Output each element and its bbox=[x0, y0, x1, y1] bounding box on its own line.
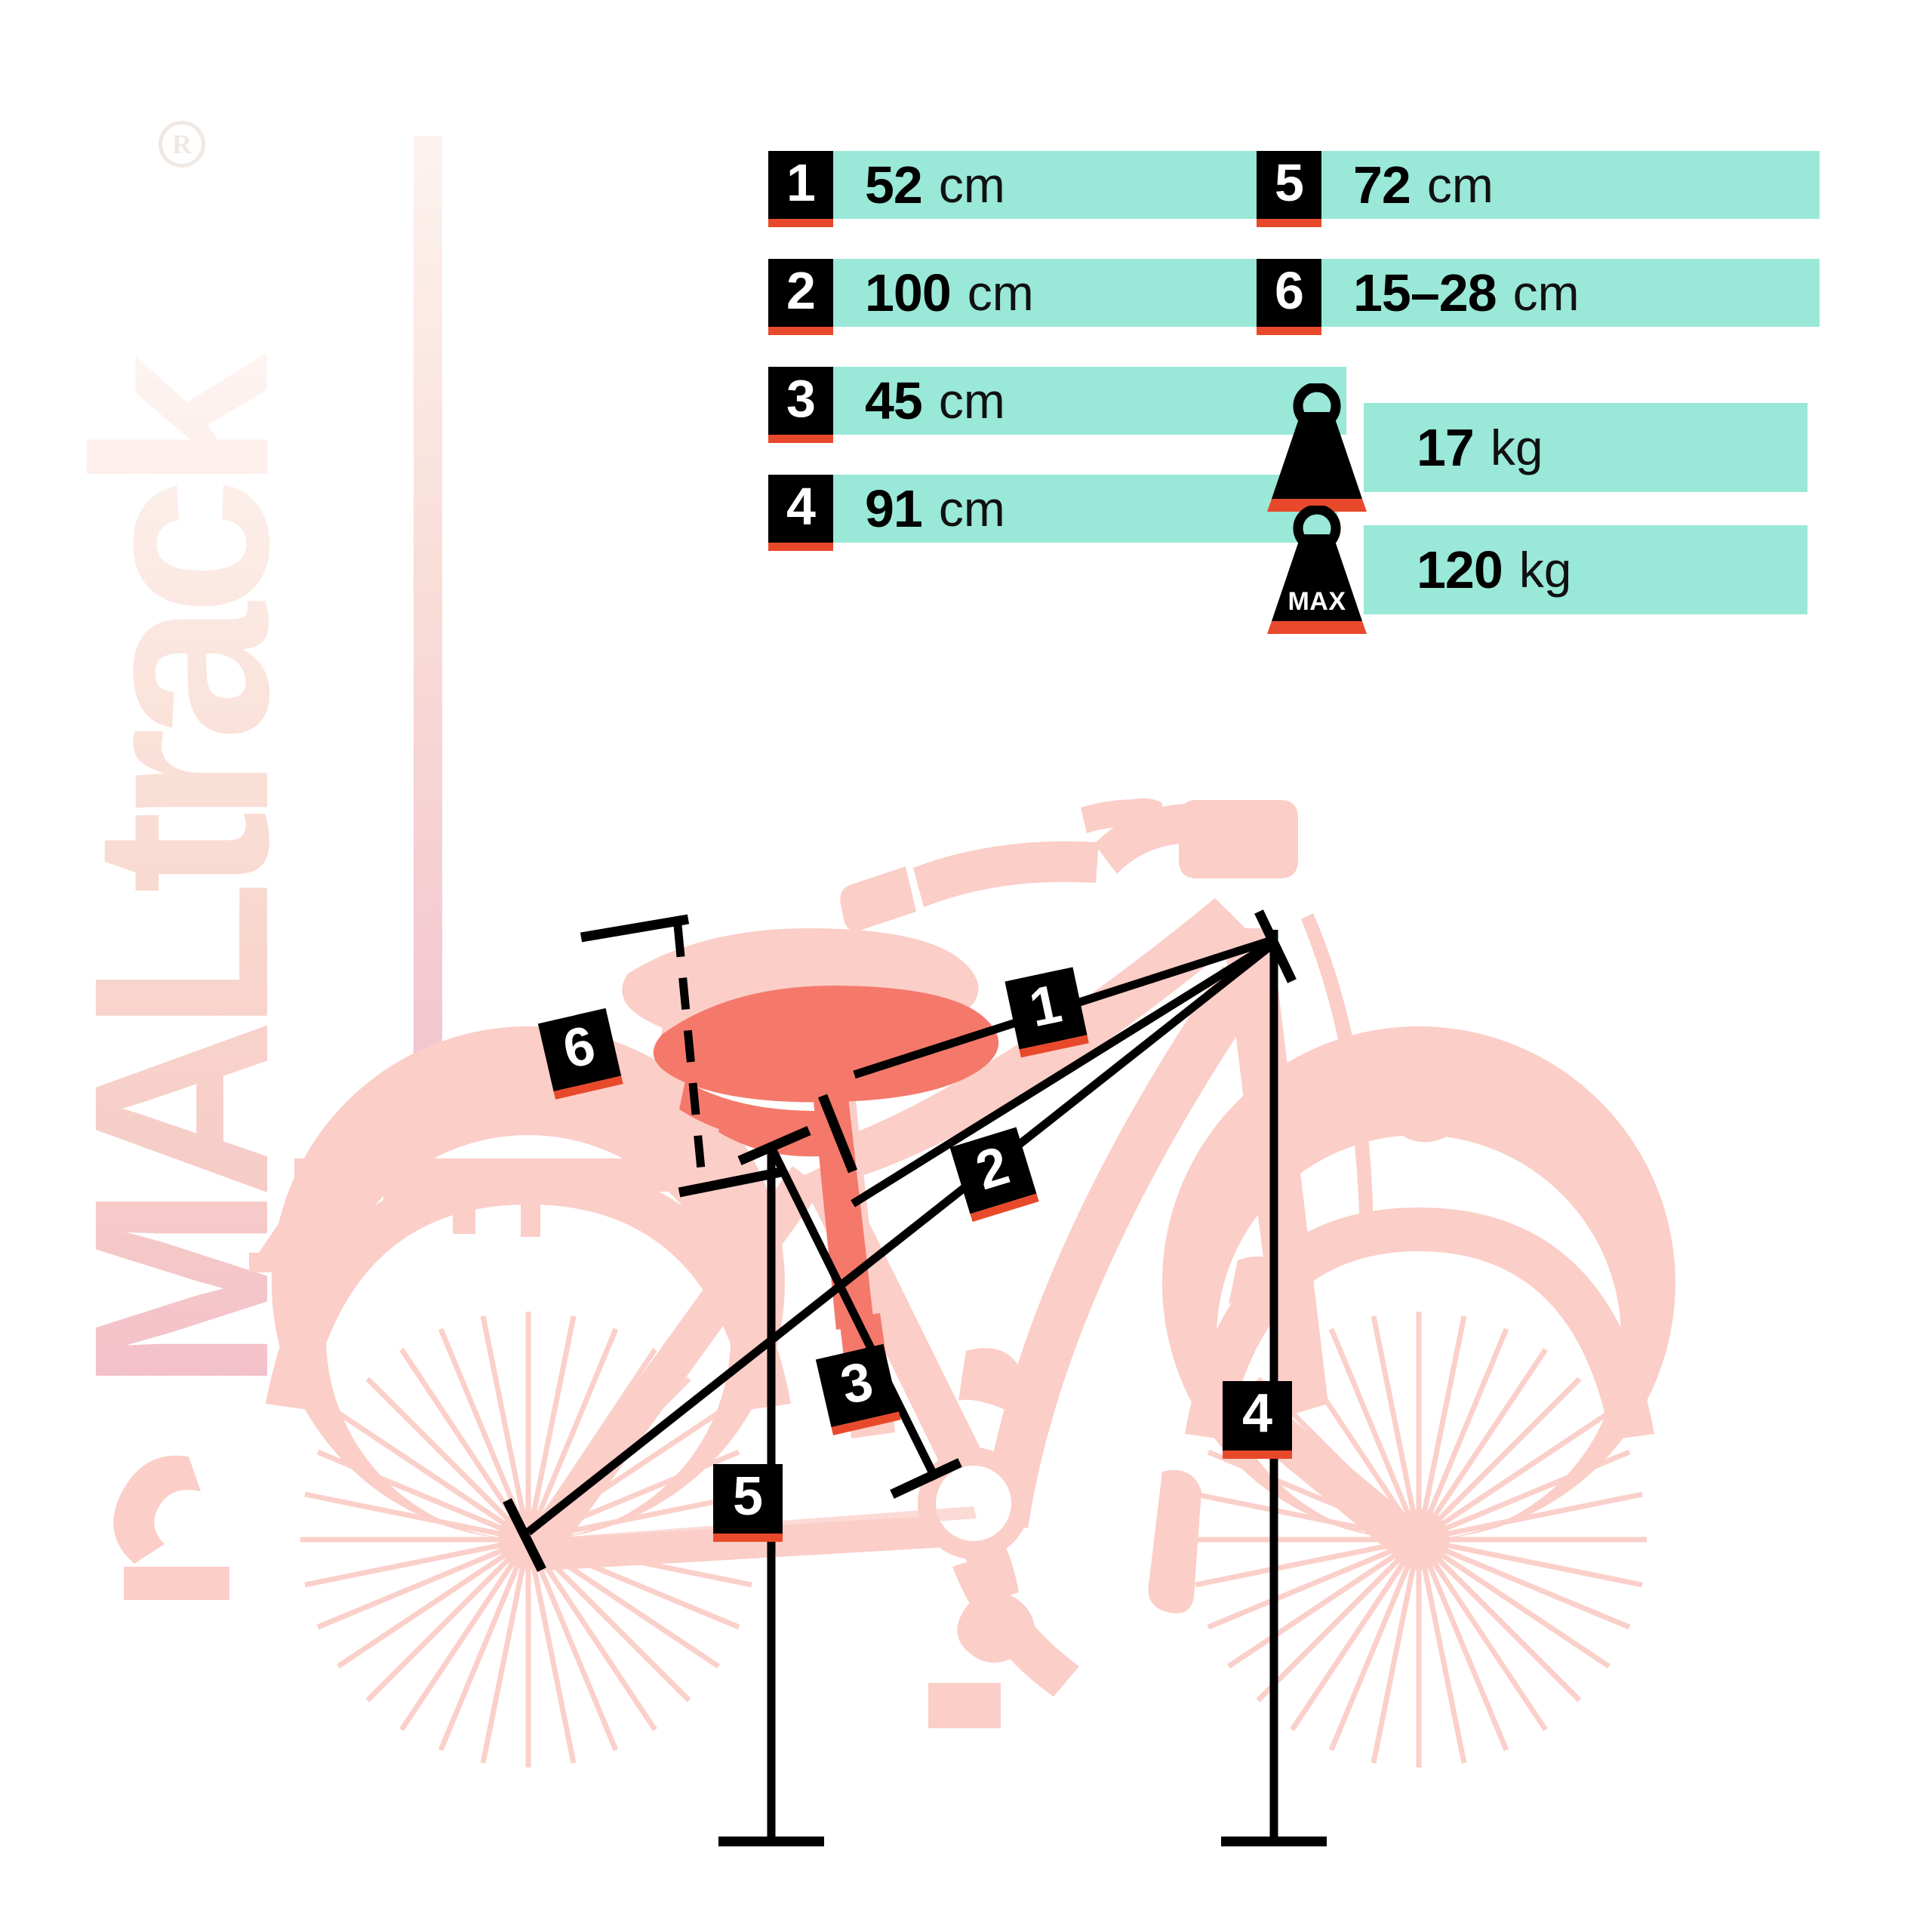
spec-unit-2: cm bbox=[967, 265, 1034, 321]
spec-value-3: 45 bbox=[865, 371, 923, 430]
tick-line-6-bottom bbox=[678, 1166, 786, 1198]
spec-value-1: 52 bbox=[865, 155, 923, 214]
weight-value-product: 17 bbox=[1417, 418, 1475, 477]
tick-line-3-top bbox=[737, 1126, 811, 1165]
spec-unit-1: cm bbox=[938, 157, 1005, 213]
weight-value-bar-product: 17 kg bbox=[1364, 403, 1807, 492]
badge-number-1: 1 bbox=[768, 151, 833, 227]
spec-unit-6: cm bbox=[1512, 265, 1580, 321]
spec-row-6: 6 15–28 cm bbox=[1257, 259, 1820, 335]
spec-value-2: 100 bbox=[865, 263, 952, 322]
weight-row-product: 17 kg bbox=[1257, 383, 1820, 512]
tick-line-6-top bbox=[580, 914, 690, 943]
weight-max-icon: MAX bbox=[1257, 506, 1377, 634]
tick-bottom-bracket bbox=[503, 1498, 546, 1572]
measurement-lines bbox=[503, 909, 1327, 1847]
spec-unit-3: cm bbox=[938, 373, 1005, 429]
weight-value-bar-max-load: 120 kg bbox=[1364, 525, 1807, 614]
badge-number-6: 6 bbox=[1257, 259, 1321, 335]
tick-line-3-bottom bbox=[890, 1458, 962, 1499]
callout-badge-5: 5 bbox=[713, 1464, 783, 1542]
tick-saddle-nose bbox=[817, 1094, 858, 1174]
spec-value-bar-6: 15–28 cm bbox=[1321, 259, 1820, 327]
spec-unit-4: cm bbox=[938, 481, 1005, 537]
bicycle-silhouette bbox=[113, 798, 1675, 1767]
spec-value-bar-4: 91 cm bbox=[833, 475, 1337, 543]
spec-value-6: 15–28 bbox=[1353, 263, 1497, 322]
spec-row-3: 3 45 cm bbox=[768, 367, 1361, 443]
badge-number-3: 3 bbox=[768, 367, 833, 443]
badge-number-4-label: 4 bbox=[786, 477, 816, 536]
badge-number-4: 4 bbox=[768, 475, 833, 551]
weight-max-label: MAX bbox=[1287, 587, 1346, 616]
spec-table-left-column: 1 52 cm 2 100 cm 3 45 cm bbox=[768, 151, 1361, 583]
callout-badge-6-label: 6 bbox=[557, 1014, 601, 1081]
measure-line-2 bbox=[851, 938, 1276, 1208]
spec-table-right-column: 5 72 cm 6 15–28 cm bbox=[1257, 151, 1820, 643]
weight-unit-max-load: kg bbox=[1518, 542, 1572, 598]
callout-badge-2-label: 2 bbox=[969, 1135, 1016, 1202]
spec-value-bar-5: 72 cm bbox=[1321, 151, 1820, 219]
measure-line-3 bbox=[768, 1145, 940, 1481]
bicycle-saddle-highlight bbox=[653, 985, 999, 1392]
spec-row-5: 5 72 cm bbox=[1257, 151, 1820, 227]
weight-row-max-load: MAX 120 kg bbox=[1257, 506, 1820, 634]
spec-value-bar-3: 45 cm bbox=[833, 367, 1346, 435]
badge-number-6-label: 6 bbox=[1275, 261, 1304, 320]
spec-unit-5: cm bbox=[1426, 157, 1494, 213]
badge-number-5: 5 bbox=[1257, 151, 1321, 227]
weight-max-glyph bbox=[1267, 506, 1367, 634]
callout-badge-4: 4 bbox=[1223, 1381, 1292, 1459]
badge-number-5-label: 5 bbox=[1275, 153, 1304, 212]
badge-number-2: 2 bbox=[768, 259, 833, 335]
weight-value-max-load: 120 bbox=[1417, 540, 1503, 599]
badge-number-3-label: 3 bbox=[786, 369, 816, 428]
callout-badge-5-label: 5 bbox=[732, 1466, 764, 1527]
spec-value-5: 72 bbox=[1353, 155, 1411, 214]
callout-badge-1-label: 1 bbox=[1024, 973, 1067, 1039]
callout-badge-3-label: 3 bbox=[835, 1350, 878, 1417]
weight-glyph bbox=[1267, 383, 1367, 512]
callout-badge-1: 1 bbox=[1004, 967, 1088, 1050]
spec-value-4: 91 bbox=[865, 479, 923, 538]
measure-line-2b bbox=[525, 940, 1277, 1536]
weight-unit-product: kg bbox=[1490, 420, 1543, 475]
measure-line-6-dashed bbox=[673, 924, 706, 1178]
callout-badge-4-label: 4 bbox=[1241, 1383, 1273, 1444]
badge-number-2-label: 2 bbox=[786, 261, 816, 320]
badge-number-1-label: 1 bbox=[786, 153, 816, 212]
spec-row-4: 4 91 cm bbox=[768, 475, 1361, 551]
weight-icon bbox=[1257, 383, 1377, 512]
